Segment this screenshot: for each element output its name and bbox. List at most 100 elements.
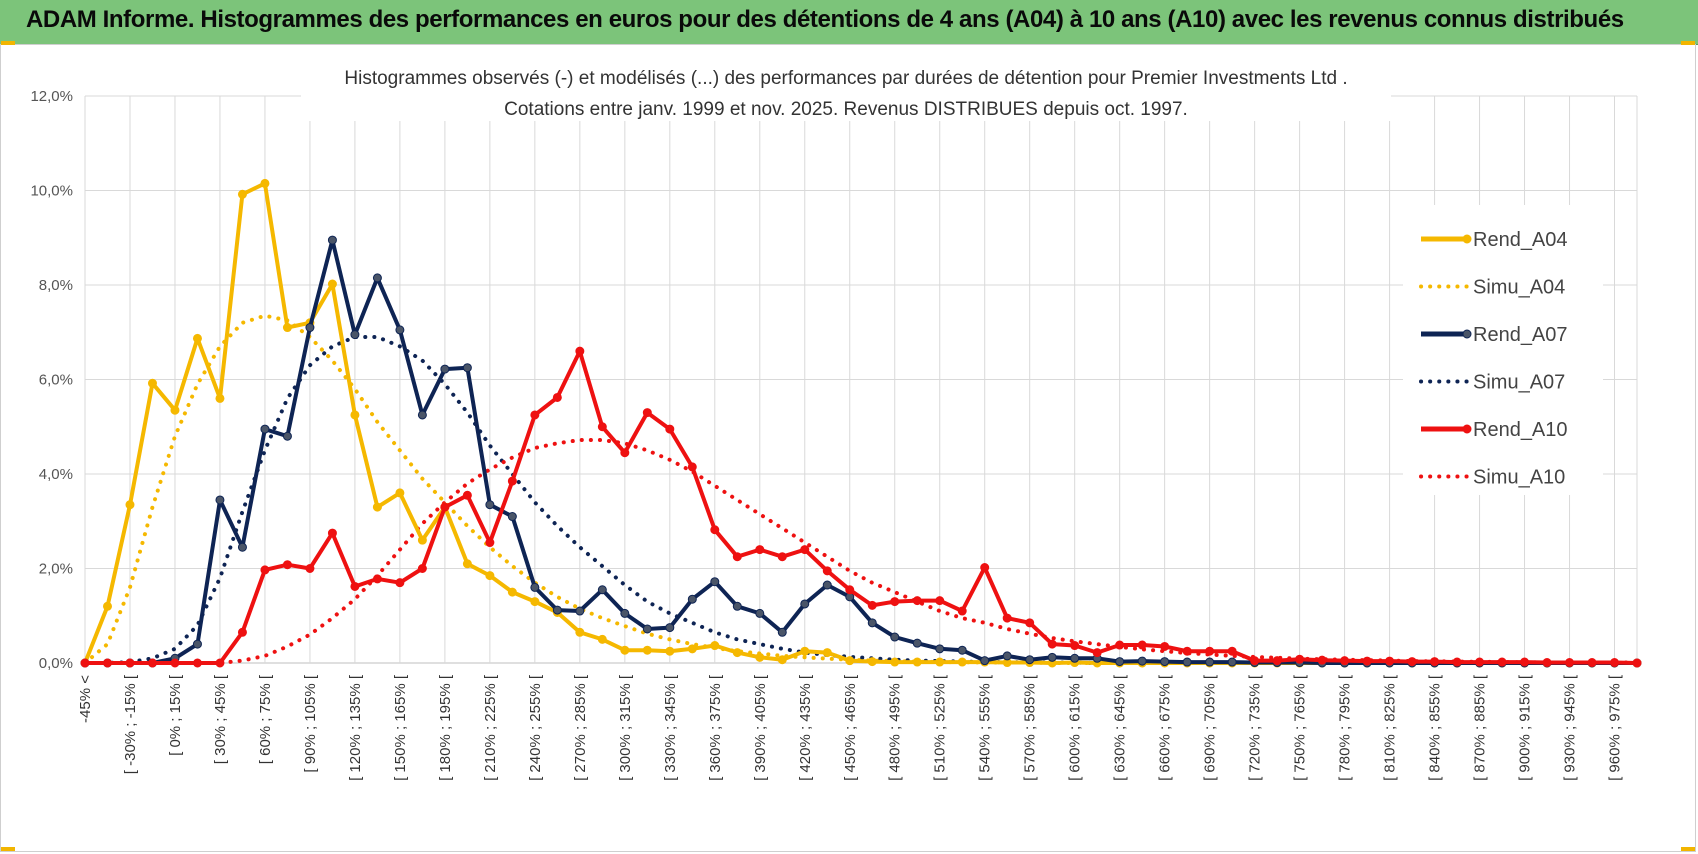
data-point-Rend_A04 — [507, 587, 517, 597]
data-point-Rend_A07 — [732, 601, 742, 611]
data-point-Rend_A04 — [800, 646, 810, 656]
data-point-Rend_A04 — [732, 648, 742, 658]
x-tick-label: [ 270% ; 285% [ — [572, 674, 589, 781]
x-axis: -45% < [ -30% ; -15% [[ 0% ; 15% [[ 30% ;… — [77, 674, 1624, 781]
data-point-Rend_A07 — [192, 639, 202, 649]
data-point-Rend_A10 — [1362, 656, 1372, 666]
data-point-Rend_A10 — [980, 563, 990, 573]
y-tick-label: 2,0% — [39, 561, 73, 578]
data-point-Rend_A10 — [260, 565, 270, 575]
chart-title-background — [301, 59, 1391, 121]
data-point-Rend_A07 — [867, 618, 877, 628]
data-point-Rend_A10 — [1520, 657, 1530, 667]
data-point-Rend_A04 — [192, 333, 202, 343]
data-point-Rend_A10 — [912, 596, 922, 606]
data-point-Rend_A10 — [732, 552, 742, 562]
y-tick-label: 12,0% — [30, 88, 73, 105]
data-point-Rend_A10 — [530, 410, 540, 420]
data-point-Rend_A10 — [867, 600, 877, 610]
legend-marker-Rend_A04 — [1462, 234, 1472, 244]
data-point-Rend_A04 — [530, 597, 540, 607]
chart-title-line-2: Cotations entre janv. 1999 et nov. 2025.… — [504, 99, 1188, 120]
data-point-Rend_A10 — [777, 552, 787, 562]
data-point-Rend_A10 — [80, 658, 90, 668]
x-tick-label: [ 30% ; 45% [ — [212, 674, 229, 764]
data-point-Rend_A07 — [1047, 652, 1057, 662]
data-point-Rend_A07 — [957, 645, 967, 655]
x-tick-label: [ 660% ; 675% [ — [1157, 674, 1174, 781]
x-tick-label: [ 300% ; 315% [ — [617, 674, 634, 781]
data-point-Rend_A10 — [1160, 641, 1170, 651]
legend-label-Rend_A04: Rend_A04 — [1473, 229, 1568, 251]
legend-label-Simu_A07: Simu_A07 — [1473, 372, 1565, 394]
data-point-Rend_A10 — [1542, 658, 1552, 668]
data-point-Rend_A07 — [237, 542, 247, 552]
data-point-Rend_A07 — [890, 632, 900, 642]
data-point-Rend_A04 — [147, 378, 157, 388]
data-point-Rend_A10 — [1317, 655, 1327, 665]
x-tick-label: [ 60% ; 75% [ — [257, 674, 274, 764]
data-point-Rend_A04 — [282, 323, 292, 333]
data-point-Rend_A10 — [957, 606, 967, 616]
data-point-Rend_A07 — [822, 580, 832, 590]
data-point-Rend_A07 — [980, 656, 990, 666]
y-tick-label: 8,0% — [39, 277, 73, 294]
data-point-Rend_A07 — [350, 330, 360, 340]
x-tick-label: [ 210% ; 225% [ — [482, 674, 499, 781]
data-point-Rend_A07 — [282, 431, 292, 441]
data-point-Rend_A04 — [620, 645, 630, 655]
data-point-Rend_A10 — [237, 627, 247, 637]
data-point-Rend_A10 — [485, 538, 495, 548]
x-tick-label: [ 600% ; 615% [ — [1067, 674, 1084, 781]
data-point-Rend_A07 — [260, 424, 270, 434]
data-point-Rend_A10 — [552, 392, 562, 402]
data-point-Rend_A04 — [642, 645, 652, 655]
data-point-Rend_A04 — [327, 279, 337, 289]
data-point-Rend_A10 — [1272, 656, 1282, 666]
data-point-Rend_A07 — [687, 594, 697, 604]
data-point-Rend_A04 — [687, 644, 697, 654]
data-point-Rend_A07 — [440, 364, 450, 374]
series-lines — [80, 178, 1642, 668]
data-point-Rend_A04 — [237, 189, 247, 199]
data-point-Rend_A10 — [350, 581, 360, 591]
data-point-Rend_A07 — [1205, 657, 1215, 667]
y-tick-label: 0,0% — [39, 655, 73, 672]
x-tick-label: [ 690% ; 705% [ — [1202, 674, 1219, 781]
x-tick-label: [ 150% ; 165% [ — [392, 674, 409, 781]
data-point-Rend_A07 — [507, 512, 517, 522]
data-point-Rend_A10 — [125, 658, 135, 668]
data-point-Rend_A07 — [620, 608, 630, 618]
data-point-Rend_A10 — [1340, 656, 1350, 666]
data-point-Rend_A04 — [462, 559, 472, 569]
x-tick-label: [ 390% ; 405% [ — [752, 674, 769, 781]
data-point-Rend_A07 — [395, 325, 405, 335]
x-tick-label: [ 750% ; 765% [ — [1292, 674, 1309, 781]
x-tick-label: [ 180% ; 195% [ — [437, 674, 454, 781]
series-line-Rend_A10 — [85, 349, 1638, 665]
data-point-Rend_A07 — [597, 585, 607, 595]
legend-label-Rend_A10: Rend_A10 — [1473, 419, 1568, 441]
data-point-Rend_A04 — [215, 393, 225, 403]
x-tick-label: [ 930% ; 945% [ — [1562, 674, 1579, 781]
data-point-Rend_A10 — [102, 658, 112, 668]
data-point-Rend_A07 — [1002, 651, 1012, 661]
data-point-Rend_A07 — [485, 500, 495, 510]
data-point-Rend_A10 — [1137, 640, 1147, 650]
data-point-Rend_A10 — [395, 578, 405, 588]
data-point-Rend_A10 — [687, 462, 697, 472]
data-point-Rend_A10 — [507, 476, 517, 486]
data-point-Rend_A07 — [372, 273, 382, 283]
legend-label-Simu_A10: Simu_A10 — [1473, 467, 1565, 489]
data-point-Rend_A04 — [912, 657, 922, 667]
data-point-Rend_A07 — [642, 624, 652, 634]
x-tick-label: [ 900% ; 915% [ — [1517, 674, 1534, 781]
data-point-Rend_A04 — [170, 405, 180, 415]
x-tick-label: [ 630% ; 645% [ — [1112, 674, 1129, 781]
corner-mark-top-left — [1, 41, 15, 45]
data-point-Rend_A10 — [1475, 657, 1485, 667]
data-point-Rend_A04 — [822, 648, 832, 658]
data-point-Rend_A07 — [935, 644, 945, 654]
data-point-Rend_A10 — [1025, 618, 1035, 628]
data-point-Rend_A04 — [597, 634, 607, 644]
